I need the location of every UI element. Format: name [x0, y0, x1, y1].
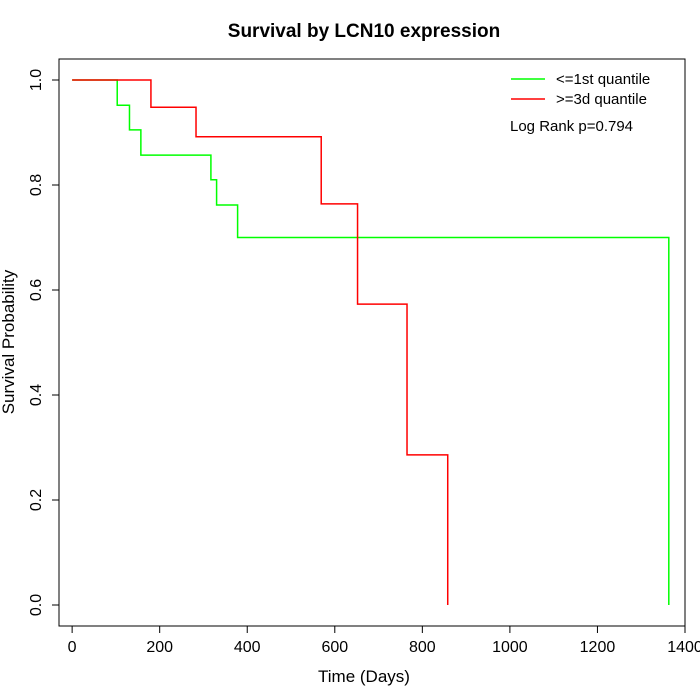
x-tick-label: 1400: [667, 639, 700, 656]
series-layer: [72, 79, 670, 605]
y-tick-label: 1.0: [28, 69, 45, 91]
x-axis: 0 200 400 600 800 1000 1200 1400: [68, 625, 700, 656]
y-axis-label: Survival Probability: [0, 269, 18, 414]
legend-label: >=3d quantile: [556, 91, 647, 108]
x-tick-label: 0: [68, 639, 77, 656]
y-tick-label: 0.0: [28, 594, 45, 616]
chart-title: Survival by LCN10 expression: [228, 21, 500, 42]
survival-curve-2: [72, 79, 449, 605]
x-axis-label: Time (Days): [318, 667, 410, 686]
y-tick-label: 0.2: [28, 489, 45, 511]
plot-frame: [58, 58, 686, 627]
log-rank-annotation: Log Rank p=0.794: [510, 118, 633, 135]
x-tick-label: 1200: [580, 639, 616, 656]
x-tick-label: 800: [409, 639, 436, 656]
legend: <=1st quantile >=3d quantile: [511, 71, 650, 108]
legend-label: <=1st quantile: [556, 71, 650, 88]
y-tick-label: 0.6: [28, 279, 45, 301]
x-tick-label: 1000: [492, 639, 528, 656]
x-tick-label: 600: [321, 639, 348, 656]
y-tick-label: 0.8: [28, 174, 45, 196]
y-tick-label: 0.4: [28, 384, 45, 406]
survival-curve-1: [72, 79, 670, 605]
x-tick-label: 200: [146, 639, 173, 656]
y-axis: 0.0 0.2 0.4 0.6 0.8 1.0: [28, 69, 60, 616]
x-tick-label: 400: [234, 639, 261, 656]
